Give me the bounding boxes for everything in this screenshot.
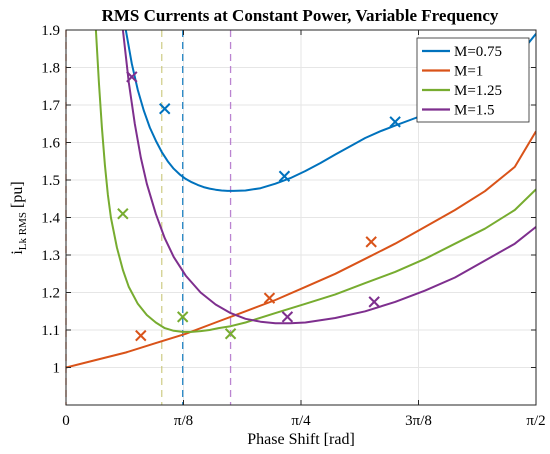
x-axis-label: Phase Shift [rad] xyxy=(247,431,355,448)
x-marker-stroke xyxy=(135,329,147,342)
x-marker xyxy=(389,116,401,128)
data-markers xyxy=(117,71,401,342)
x-marker-stroke xyxy=(389,116,401,128)
x-marker xyxy=(365,236,377,248)
y-tick-label: 1.4 xyxy=(41,211,60,227)
x-marker xyxy=(159,103,171,115)
y-tick-label: 1.1 xyxy=(41,323,60,339)
y-tick-label: 1.7 xyxy=(41,98,60,114)
legend-item: M=1 xyxy=(422,64,483,80)
x-marker xyxy=(176,311,189,323)
x-marker-stroke xyxy=(263,292,276,304)
x-marker-stroke xyxy=(365,236,377,248)
y-axis-label-subscript: Lk RMS xyxy=(17,212,29,250)
x-marker xyxy=(126,71,138,83)
legend: M=0.75 M=1 M=1.25 M=1.5 xyxy=(416,37,530,123)
x-marker xyxy=(135,329,147,342)
x-tick-label: 0 xyxy=(62,413,70,429)
legend-item: M=1.5 xyxy=(422,103,495,119)
y-axis-label-main: i xyxy=(9,250,26,255)
x-marker-stroke xyxy=(224,328,237,340)
x-marker xyxy=(278,170,291,182)
x-tick-label: π/8 xyxy=(174,413,193,429)
y-tick-label: 1 xyxy=(53,361,61,377)
y-axis-label: iLk RMS [pu] xyxy=(9,181,29,254)
y-tick-label: 1.5 xyxy=(41,173,60,189)
x-marker-stroke xyxy=(278,170,291,182)
legend-label: M=1 xyxy=(454,64,483,80)
x-axis-ticks: 0 π/8 π/4 3π/8 π/2 xyxy=(62,30,546,429)
legend-label: M=1.25 xyxy=(454,83,502,99)
chart-title: RMS Currents at Constant Power, Variable… xyxy=(102,6,499,25)
x-tick-label: π/4 xyxy=(291,413,311,429)
x-marker-stroke xyxy=(281,311,294,323)
y-axis-ticks: 1 1.1 1.2 1.3 1.4 1.5 1.6 1.7 1.8 1.9 xyxy=(41,23,536,377)
legend-label: M=0.75 xyxy=(454,44,502,60)
x-marker xyxy=(281,311,294,323)
x-marker-stroke xyxy=(159,103,171,115)
y-tick-label: 1.6 xyxy=(41,136,60,152)
y-tick-label: 1.3 xyxy=(41,248,60,264)
x-marker-stroke xyxy=(117,208,129,220)
y-tick-label: 1.8 xyxy=(41,61,60,77)
x-tick-label: π/2 xyxy=(526,413,545,429)
x-marker xyxy=(117,208,129,220)
y-axis-label-unit: [pu] xyxy=(9,181,26,212)
y-tick-label: 1.9 xyxy=(41,23,60,39)
legend-item: M=1.25 xyxy=(422,83,502,99)
series-line xyxy=(121,30,536,325)
x-marker xyxy=(368,296,380,308)
y-tick-label: 1.2 xyxy=(41,286,60,302)
x-marker xyxy=(224,328,237,340)
x-marker-stroke xyxy=(176,311,189,323)
series-line xyxy=(66,130,536,369)
x-tick-label: 3π/8 xyxy=(405,413,432,429)
x-marker xyxy=(263,292,276,304)
legend-label: M=1.5 xyxy=(454,103,495,119)
x-marker-stroke xyxy=(368,296,380,308)
x-marker-stroke xyxy=(126,71,138,83)
legend-item: M=0.75 xyxy=(422,44,502,60)
series-line xyxy=(94,30,536,333)
